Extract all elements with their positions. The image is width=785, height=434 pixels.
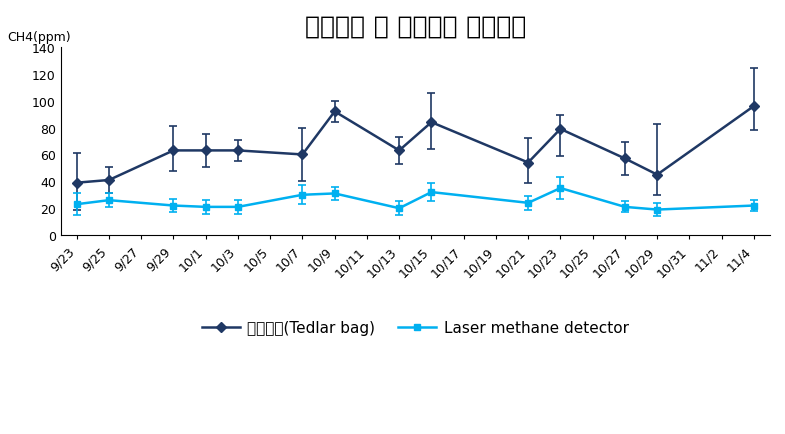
가스포집(Tedlar bag) [395,148,404,154]
가스포집(Tedlar bag) [233,148,243,154]
Laser methane detector [652,207,662,213]
가스포집(Tedlar bag) [620,157,630,162]
가스포집(Tedlar bag) [169,148,178,154]
가스포집(Tedlar bag) [652,173,662,178]
가스포집(Tedlar bag) [72,181,82,186]
Laser methane detector [298,193,307,198]
가스포집(Tedlar bag) [330,109,339,115]
Laser methane detector [104,198,114,203]
Laser methane detector [72,202,82,207]
Laser methane detector [169,204,178,209]
가스포집(Tedlar bag) [749,104,758,109]
Laser methane detector [330,191,339,197]
Title: 사료섭취 시 메탄농도 모니터링: 사료섭취 시 메탄농도 모니터링 [305,15,526,39]
Text: CH4(ppm): CH4(ppm) [7,31,71,44]
Laser methane detector [395,206,404,211]
Legend: 가스포집(Tedlar bag), Laser methane detector: 가스포집(Tedlar bag), Laser methane detector [195,315,635,342]
Line: 가스포집(Tedlar bag): 가스포집(Tedlar bag) [73,103,758,187]
Laser methane detector [524,201,533,206]
Laser methane detector [556,186,565,191]
가스포집(Tedlar bag) [201,148,210,154]
가스포집(Tedlar bag) [524,161,533,166]
가스포집(Tedlar bag) [556,127,565,132]
Laser methane detector [749,204,758,209]
Laser methane detector [427,190,436,195]
가스포집(Tedlar bag) [427,120,436,125]
Laser methane detector [233,205,243,210]
가스포집(Tedlar bag) [298,152,307,158]
가스포집(Tedlar bag) [104,178,114,183]
Laser methane detector [620,205,630,210]
Line: Laser methane detector: Laser methane detector [73,185,758,214]
Laser methane detector [201,205,210,210]
